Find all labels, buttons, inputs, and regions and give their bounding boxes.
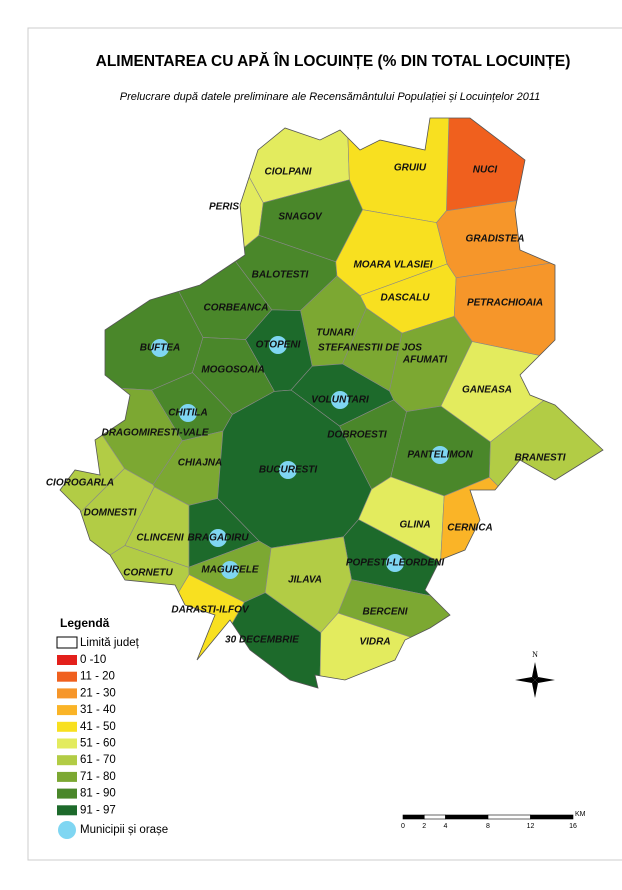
legend-swatch: [57, 705, 77, 716]
legend-swatch: [57, 688, 77, 699]
region-label: BUCURESTI: [259, 465, 318, 476]
scale-segment: [487, 814, 531, 820]
region-label: AFUMATI: [402, 355, 447, 366]
region-label: BUFTEA: [140, 343, 181, 354]
region-label: NUCI: [473, 165, 498, 176]
scale-segment: [530, 814, 574, 820]
region-label: BRAGADIRU: [187, 533, 249, 544]
legend-label: 11 - 20: [80, 671, 115, 683]
scale-segment: [445, 814, 489, 820]
region-label: SNAGOV: [278, 212, 323, 223]
region-label: CLINCENI: [136, 533, 183, 544]
town-marker: [331, 391, 349, 409]
legend-swatch: [57, 788, 77, 799]
scale-tick-label: 2: [422, 823, 426, 830]
legend-label: 51 - 60: [80, 738, 116, 750]
legend-label: 41 - 50: [80, 721, 116, 733]
region-label: JILAVA: [288, 575, 322, 586]
legend-swatch: [57, 655, 77, 665]
region-label: CIOROGARLA: [46, 478, 114, 489]
region-label: CHITILA: [168, 408, 207, 419]
legend-label: 31 - 40: [80, 704, 116, 716]
region-label: POPESTI-LEORDENI: [346, 558, 445, 569]
region-label: GLINA: [399, 520, 430, 531]
region-label: GANEASA: [462, 385, 512, 396]
title: ALIMENTAREA CU APĂ ÎN LOCUINȚE (% DIN TO…: [96, 52, 571, 70]
legend-swatch: [57, 721, 77, 732]
legend-label: 0 -10: [80, 654, 106, 666]
legend-swatch: [57, 738, 77, 749]
region-label: VIDRA: [359, 637, 390, 648]
compass: N: [515, 650, 555, 698]
region-label: DASCALU: [381, 293, 431, 304]
boundary-swatch: [56, 636, 78, 649]
region-label: GRADISTEA: [466, 234, 525, 245]
town-marker: [431, 446, 449, 464]
region-label: BRANESTI: [514, 453, 565, 464]
region-label: STEFANESTII DE JOS: [318, 343, 422, 354]
town-marker: [209, 529, 227, 547]
town-marker: [179, 404, 197, 422]
town-marker: [151, 339, 169, 357]
region-label: PETRACHIOAIA: [467, 298, 543, 309]
scale-bar: 0 2 4 8 12 16 KM: [401, 811, 586, 830]
legend-label: 81 - 90: [80, 788, 116, 800]
region-label: VOLUNTARI: [311, 395, 369, 406]
region-label: PERIS: [209, 202, 239, 213]
region-label: GRUIU: [394, 163, 427, 174]
legend-label: Limită județ: [80, 637, 140, 649]
scale-segment: [423, 814, 446, 820]
legend-swatch: [57, 805, 77, 816]
scale-unit: KM: [575, 811, 586, 818]
region-label: MOARA VLASIEI: [353, 260, 432, 271]
region-label: DOMNESTI: [84, 508, 137, 519]
town-marker: [279, 461, 297, 479]
region-label: CHIAJNA: [178, 458, 222, 469]
labels: CIOLPANI NUCI GRUIU PERIS SNAGOV GRADISTEA BAL…: [46, 163, 566, 648]
region-label: BERCENI: [362, 607, 407, 618]
town-marker: [221, 561, 239, 579]
town-marker: [269, 336, 287, 354]
region-label: TUNARI: [316, 328, 354, 339]
legend-swatch: [57, 771, 77, 782]
scale-tick-label: 12: [527, 823, 535, 830]
scale-tick-label: 16: [569, 823, 577, 830]
scale-segment: [402, 814, 425, 820]
subtitle: Prelucrare după datele preliminare ale R…: [120, 91, 541, 103]
scale-tick-label: 8: [486, 823, 490, 830]
region-label: DRAGOMIRESTI-VALE: [101, 428, 208, 439]
region-label: MOGOSOAIA: [201, 365, 264, 376]
region-label: CERNICA: [447, 523, 493, 534]
region-label: MAGURELE: [201, 565, 259, 576]
region-label: DOBROESTI: [327, 430, 387, 441]
region-label: OTOPENI: [256, 340, 301, 351]
region-label: BALOTESTI: [252, 270, 309, 281]
legend-swatch: [57, 671, 77, 682]
legend-label: 21 - 30: [80, 687, 116, 699]
town-swatch: [58, 821, 76, 839]
legend-label: 71 - 80: [80, 771, 116, 783]
scale-tick-label: 0: [401, 823, 405, 830]
region-label: CIOLPANI: [264, 167, 311, 178]
region-label: PANTELIMON: [407, 450, 473, 461]
region-label: CORNETU: [123, 568, 173, 579]
town-marker: [386, 554, 404, 572]
legend: Legendă Limită județ 0 -10 11 - 20 21 - 30…: [56, 616, 168, 839]
legend-label: 91 - 97: [80, 804, 116, 816]
legend-title: Legendă: [60, 616, 110, 630]
county-outline: [59, 117, 604, 689]
legend-label: Municipii și orașe: [80, 824, 168, 836]
scale-tick-label: 4: [444, 823, 448, 830]
compass-label: N: [532, 650, 538, 659]
legend-label: 61 - 70: [80, 754, 116, 766]
region-label: DARASTI-ILFOV: [171, 605, 250, 616]
region-label: 30 DECEMBRIE: [225, 635, 299, 646]
legend-swatch: [57, 755, 77, 766]
region-label: CORBEANCA: [204, 303, 269, 314]
